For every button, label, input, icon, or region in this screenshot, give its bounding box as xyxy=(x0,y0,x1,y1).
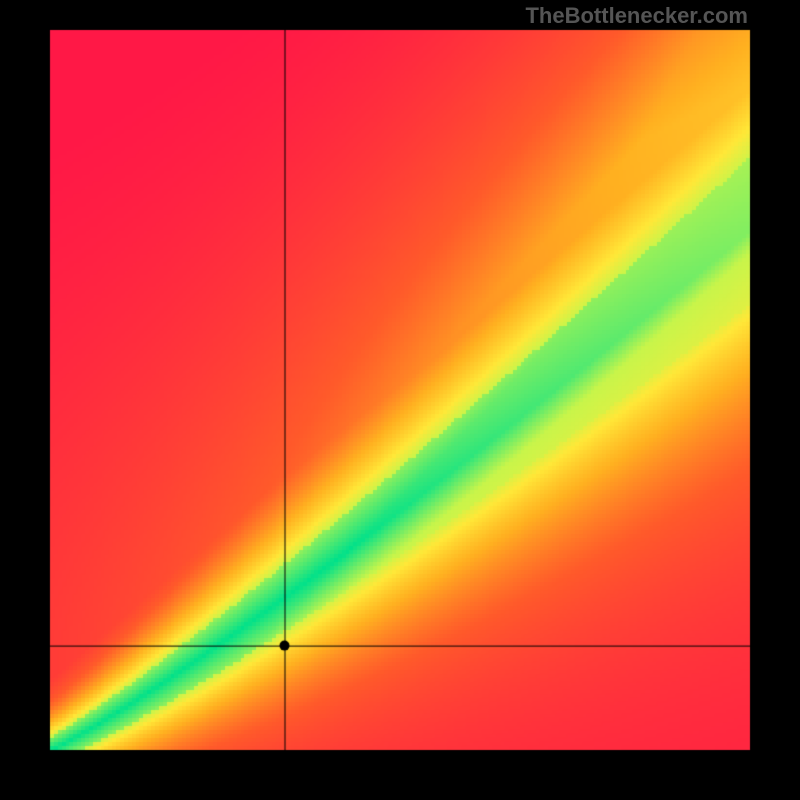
watermark-text: TheBottlenecker.com xyxy=(525,3,748,29)
bottleneck-heatmap xyxy=(0,0,800,800)
chart-container: TheBottlenecker.com xyxy=(0,0,800,800)
